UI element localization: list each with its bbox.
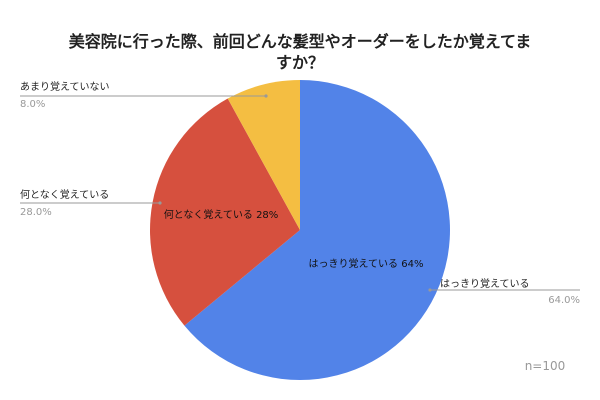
slice-inner-label-vaguely: 何となく覚えている 28%: [164, 208, 279, 221]
chart-title-line-1: 美容院に行った際、前回どんな髪型やオーダーをしたか覚えてま: [69, 32, 531, 51]
slice-inner-label-clearly: はっきり覚えている 64%: [309, 257, 424, 270]
pie-slice-vaguely: [150, 98, 300, 326]
leader-line-not-much-dot: [264, 94, 268, 98]
pie-slice-clearly: [184, 80, 450, 380]
leader-lines: [20, 94, 580, 292]
chart-title-line-2: すか？: [276, 53, 324, 72]
pie-slices: [150, 80, 450, 380]
slice-label-not-much: あまり覚えていない: [20, 80, 110, 93]
pie-slice-not-much: [227, 80, 300, 230]
slice-label-vaguely: 何となく覚えている: [20, 188, 109, 201]
leader-line-clearly-dot: [428, 288, 432, 292]
slice-percent-clearly: 64.0%: [548, 295, 580, 306]
leader-line-vaguely-dot: [158, 201, 162, 205]
slice-percent-vaguely: 28.0%: [20, 207, 52, 218]
slice-percent-not-much: 8.0%: [20, 99, 45, 110]
sample-size-note: n=100: [525, 359, 566, 373]
slice-label-clearly: はっきり覚えている: [440, 277, 530, 290]
